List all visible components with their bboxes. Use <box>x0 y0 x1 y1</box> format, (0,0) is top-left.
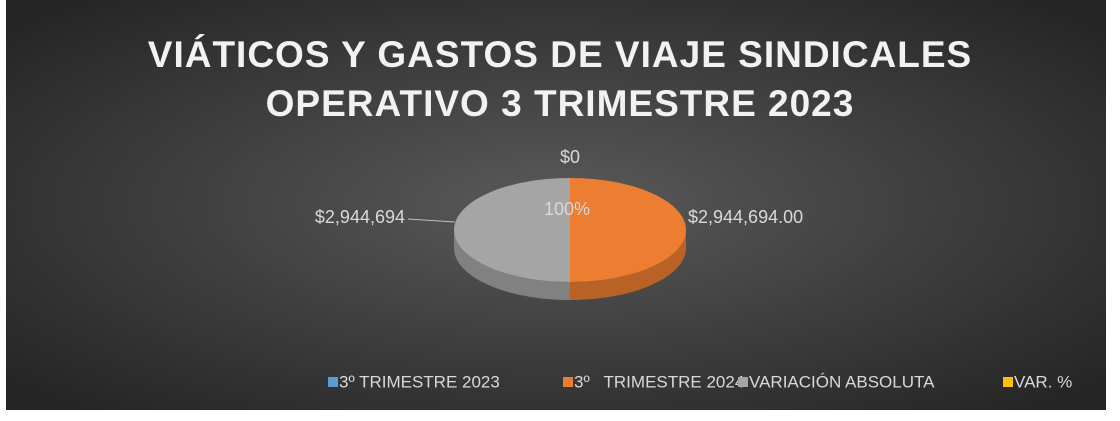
data-label: $0 <box>560 147 580 167</box>
legend-label: VARIACIÓN ABSOLUTA <box>749 372 935 391</box>
legend-label: 3º TRIMESTRE 2023 <box>339 372 500 391</box>
legend-swatch <box>563 377 573 387</box>
pie-slice <box>570 178 686 282</box>
chart-title: OPERATIVO 3 TRIMESTRE 2023 <box>266 83 855 124</box>
pie-slice-side <box>570 230 686 300</box>
legend-label: 3º TRIMESTRE 2024 <box>574 372 744 391</box>
data-label: $2,944,694.00 <box>688 207 803 227</box>
chart-title: VIÁTICOS Y GASTOS DE VIAJE SINDICALES <box>148 34 972 75</box>
data-label: $2,944,694 <box>315 207 405 227</box>
data-label: 100% <box>544 199 590 219</box>
legend-label: VAR. % <box>1014 372 1072 391</box>
legend-swatch <box>328 377 338 387</box>
pie-slice <box>454 178 571 282</box>
leader-line <box>407 218 456 223</box>
legend-swatch <box>1003 377 1013 387</box>
legend-swatch <box>738 377 748 387</box>
pie-slice-side <box>454 230 571 300</box>
